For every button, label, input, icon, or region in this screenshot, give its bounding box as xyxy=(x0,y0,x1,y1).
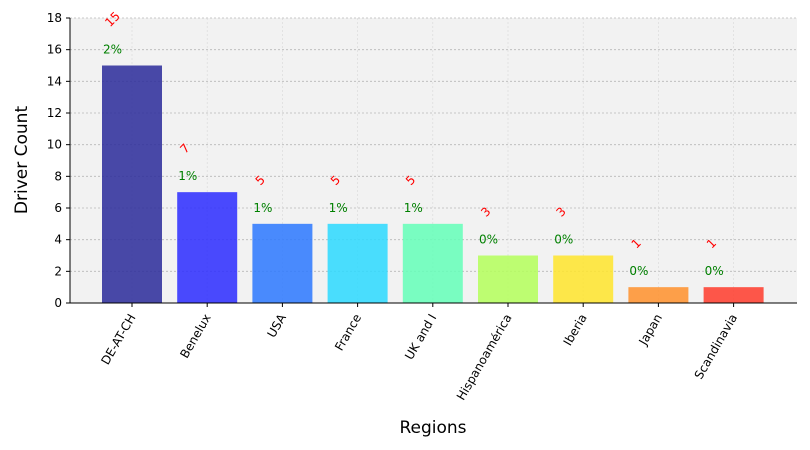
bar-benelux xyxy=(177,192,238,303)
bars xyxy=(102,65,764,303)
x-tick-label: UK and I xyxy=(402,312,439,363)
y-ticks: 0 2 4 6 8 10 12 14 16 18 xyxy=(47,11,70,310)
percent-label: 0% xyxy=(479,233,498,247)
percent-label: 1% xyxy=(404,201,423,215)
x-axis-title: Regions xyxy=(399,418,466,438)
y-axis-title: Driver Count xyxy=(12,106,32,215)
y-tick-label: 10 xyxy=(47,138,62,152)
y-tick-label: 18 xyxy=(47,11,62,25)
y-tick-label: 2 xyxy=(54,264,62,278)
y-tick-label: 4 xyxy=(54,233,62,247)
percent-label: 0% xyxy=(705,264,724,278)
percent-label: 1% xyxy=(329,201,348,215)
bar-scandinavia xyxy=(703,287,764,303)
bar-france xyxy=(327,223,388,303)
x-tick-label: Japan xyxy=(636,312,665,349)
percent-label: 0% xyxy=(554,233,573,247)
percent-label: 0% xyxy=(629,264,648,278)
x-tick-label: Iberia xyxy=(561,312,590,349)
y-tick-label: 14 xyxy=(47,74,62,88)
bar-japan xyxy=(628,287,689,303)
axes xyxy=(69,18,797,304)
bar-iberia xyxy=(553,255,614,303)
x-tick-label: USA xyxy=(264,311,289,340)
percent-label: 1% xyxy=(178,169,197,183)
x-tick-label: France xyxy=(332,312,364,354)
y-tick-label: 0 xyxy=(54,296,62,310)
y-tick-label: 8 xyxy=(54,169,62,183)
x-tick-label: DE-AT-CH xyxy=(98,312,138,368)
bar-de-at-ch xyxy=(102,65,162,303)
x-tick-label: Scandinavia xyxy=(692,312,741,382)
bar-uk-and-i xyxy=(402,223,463,303)
x-tick-label: Hispanoamérica xyxy=(454,312,515,403)
percent-label: 1% xyxy=(253,201,272,215)
x-tick-label: Benelux xyxy=(177,312,213,361)
bar-hispanoam-rica xyxy=(478,255,538,303)
x-ticks: DE-AT-CH Benelux USA France UK and I Hispanoa… xyxy=(98,303,740,403)
y-tick-label: 6 xyxy=(54,201,62,215)
y-tick-label: 16 xyxy=(47,43,62,57)
bar-usa xyxy=(252,223,313,303)
percent-label: 2% xyxy=(103,43,122,57)
y-tick-label: 12 xyxy=(47,106,62,120)
